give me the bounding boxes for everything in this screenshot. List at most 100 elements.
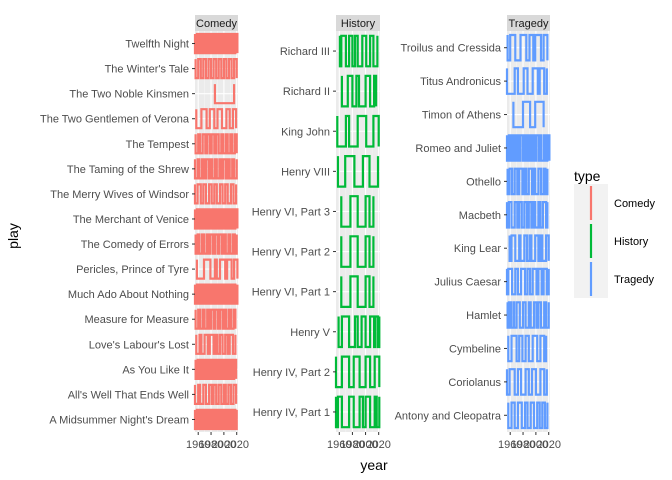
series-line-henry-vi-part-3 (340, 195, 375, 228)
y-tick-label: Henry V (290, 327, 330, 339)
y-tick-label: Macbeth (459, 210, 501, 222)
y-tick-label: Henry IV, Part 1 (253, 407, 330, 419)
y-tick-label: The Two Gentlemen of Verona (40, 114, 190, 126)
y-tick-label: Henry VIII (281, 166, 330, 178)
y-tick-label: Hamlet (466, 310, 501, 322)
series-line-the-tempest (194, 133, 238, 155)
facet-strip (195, 15, 238, 31)
y-axis-title: play (5, 223, 21, 249)
y-tick-label: A Midsummer Night's Dream (49, 414, 189, 426)
series-line-the-winter-s-tale (194, 58, 238, 80)
series-line-cymbeline (507, 334, 548, 363)
y-tick-label: The Taming of the Shrew (67, 164, 189, 176)
y-tick-label: Julius Caesar (434, 277, 501, 289)
y-tick-label: The Tempest (126, 139, 189, 151)
series-line-the-merry-wives-of-windsor (193, 183, 238, 205)
x-tick-label: 2020 (366, 439, 390, 451)
legend-label: History (614, 236, 649, 248)
series-line-titus-andronicus (505, 67, 548, 95)
y-tick-label: Love's Labour's Lost (89, 339, 189, 351)
x-tick-label: 1960 (498, 439, 522, 451)
y-tick-label: Twelfth Night (125, 39, 189, 51)
legend: type Comedy History Tragedy (574, 168, 655, 298)
y-tick-label: All's Well That Ends Well (68, 389, 189, 401)
x-tick-label: 1980 (199, 439, 223, 451)
series-line-the-two-gentlemen-of-verona (195, 108, 238, 130)
series-line-much-ado-about-nothing (193, 283, 239, 305)
x-tick-label: 2000 (212, 439, 236, 451)
x-axis-title: year (360, 457, 388, 473)
legend-label: Comedy (614, 198, 655, 210)
series-line-troilus-and-cressida (506, 33, 549, 62)
series-line-henry-vi-part-2 (340, 235, 375, 268)
series-line-king-john (336, 114, 380, 148)
y-tick-label: Coriolanus (448, 377, 501, 389)
series-line-as-you-like-it (194, 358, 238, 380)
y-tick-label: Richard II (283, 86, 330, 98)
y-tick-label: Titus Andronicus (420, 76, 501, 88)
y-tick-label: The Winter's Tale (105, 64, 189, 76)
x-tick-label: 2020 (536, 439, 560, 451)
y-tick-label: Henry VI, Part 3 (252, 206, 330, 218)
y-tick-label: Othello (466, 176, 501, 188)
series-line-the-two-noble-kinsmen (213, 84, 236, 105)
y-tick-label: Antony and Cleopatra (395, 410, 502, 422)
y-tick-label: The Merchant of Venice (73, 214, 189, 226)
y-tick-label: Measure for Measure (84, 314, 189, 326)
y-tick-label: The Merry Wives of Windsor (50, 189, 189, 201)
series-line-coriolanus (505, 368, 548, 396)
series-line-henry-iv-part-1 (334, 395, 381, 429)
y-tick-label: Henry VI, Part 2 (252, 247, 330, 259)
series-line-the-taming-of-the-shrew (193, 158, 238, 180)
series-line-a-midsummer-night-s-dream (193, 408, 238, 431)
facet-tragedy: Tragedy Antony and Cleopatra Coriolanus Cym… (395, 15, 561, 451)
series-line-henry-vi-part-1 (340, 275, 375, 308)
legend-item-comedy: Comedy (574, 184, 655, 222)
y-tick-label: As You Like It (122, 364, 189, 376)
facet-history: History Henry IV, Part 1 Henry IV, Part 2 H… (252, 15, 391, 451)
y-tick-label: Richard III (280, 46, 330, 58)
panel-background (507, 31, 550, 432)
y-tick-label: Pericles, Prince of Tyre (76, 264, 189, 276)
legend-title: type (574, 168, 601, 184)
y-tick-label: Henry VI, Part 1 (252, 287, 330, 299)
x-tick-label: 2020 (224, 439, 248, 451)
series-line-twelfth-night (193, 32, 239, 55)
x-tick-label: 1960 (186, 439, 210, 451)
y-tick-label: King Lear (454, 243, 501, 255)
y-tick-label: The Two Noble Kinsmen (69, 89, 189, 101)
series-line-the-comedy-of-errors (194, 233, 238, 255)
y-tick-label: Henry IV, Part 2 (253, 367, 330, 379)
x-tick-label: 1960 (327, 439, 351, 451)
y-tick-label: Cymbeline (449, 343, 501, 355)
facet-comedy: Comedy A Midsummer Night's Dream All's Wel… (40, 15, 249, 451)
series-line-timon-of-athens (512, 100, 545, 129)
series-line-hamlet (506, 301, 550, 329)
legend-item-history: History (574, 222, 649, 260)
series-line-antony-and-cleopatra (507, 401, 549, 430)
facet-strip-label: Comedy (196, 18, 237, 30)
y-tick-label: Romeo and Juliet (415, 143, 501, 155)
legend-item-tragedy: Tragedy (574, 260, 654, 298)
series-line-richard-ii (340, 74, 378, 108)
series-line-measure-for-measure (194, 308, 237, 330)
series-line-henry-iv-part-2 (334, 355, 381, 389)
y-tick-label: King John (281, 126, 330, 138)
series-line-love-s-labour-s-lost (195, 333, 237, 355)
series-line-macbeth (505, 201, 549, 229)
x-tick-label: 1980 (511, 439, 535, 451)
y-tick-label: Much Ado About Nothing (68, 289, 189, 301)
series-line-julius-caesar (505, 267, 550, 296)
series-line-all-s-well-that-ends-well (193, 383, 238, 405)
y-tick-label: Troilus and Cressida (401, 43, 502, 55)
series-line-othello (506, 167, 549, 196)
facet-strip-label: History (341, 18, 376, 30)
series-line-king-lear (508, 234, 550, 262)
legend-label: Tragedy (614, 274, 654, 286)
facet-strip-label: Tragedy (509, 18, 549, 30)
x-tick-label: 2000 (353, 439, 377, 451)
series-line-the-merchant-of-venice (193, 208, 239, 230)
series-line-henry-viii (336, 155, 380, 188)
y-tick-label: Timon of Athens (422, 110, 502, 122)
